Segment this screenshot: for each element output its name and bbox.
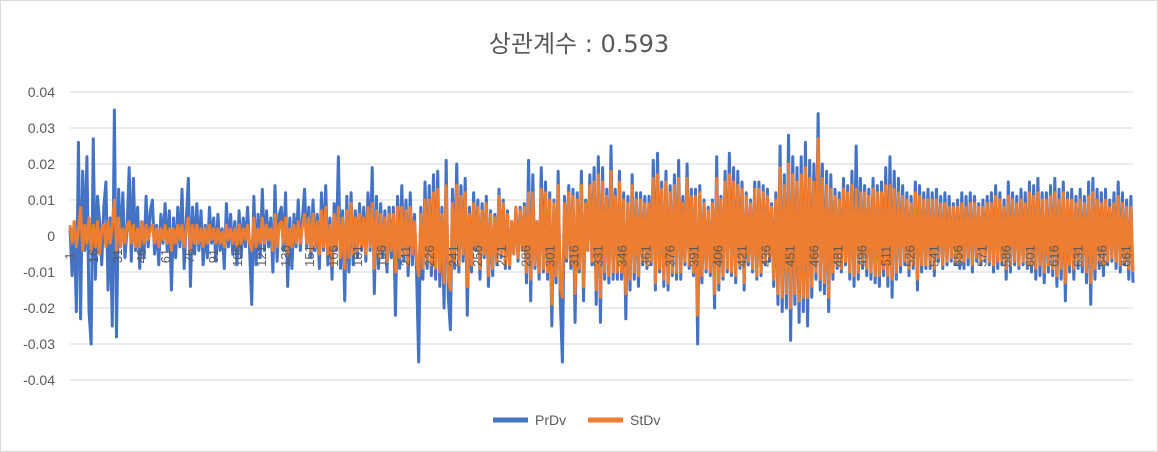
x-tick-label: 136 — [278, 245, 293, 267]
x-tick-label: 121 — [254, 245, 269, 267]
x-tick-label: 511 — [878, 246, 893, 267]
x-tick-label: 256 — [470, 245, 485, 267]
x-tick-label: 331 — [590, 245, 605, 267]
x-tick-label: 31 — [110, 249, 125, 263]
x-tick-label: 271 — [494, 245, 509, 267]
x-tick-label: 166 — [326, 245, 341, 267]
y-tick-label: 0 — [47, 228, 55, 244]
x-tick-label: 301 — [542, 245, 557, 267]
x-tick-label: 646 — [1095, 245, 1110, 267]
x-tick-label: 1 — [62, 252, 77, 259]
x-tick-label: 451 — [782, 245, 797, 267]
x-tick-label: 61 — [158, 249, 173, 263]
x-tick-label: 631 — [1071, 245, 1086, 267]
series-line-stdv — [68, 137, 1135, 317]
x-tick-label: 586 — [999, 245, 1014, 267]
x-tick-label: 391 — [686, 245, 701, 267]
legend: PrDv StDv — [493, 412, 660, 428]
x-tick-label: 526 — [902, 245, 917, 267]
x-tick-label: 376 — [662, 245, 677, 267]
legend-label-stdv: StDv — [630, 412, 660, 428]
y-tick-label: -0.04 — [23, 372, 55, 388]
y-tick-label: 0.03 — [28, 120, 55, 136]
x-tick-label: 211 — [398, 246, 413, 267]
x-tick-label: 421 — [734, 245, 749, 267]
x-tick-label: 316 — [566, 245, 581, 267]
x-tick-label: 466 — [806, 245, 821, 267]
x-tick-label: 46 — [134, 249, 149, 263]
y-tick-label: -0.01 — [23, 264, 55, 280]
x-tick-label: 91 — [206, 249, 221, 263]
series-lines — [68, 108, 1135, 364]
y-tick-label: -0.03 — [23, 336, 55, 352]
x-tick-label: 601 — [1023, 245, 1038, 267]
x-tick-label: 346 — [614, 245, 629, 267]
x-axis-tick-labels: 1 16 31 46 61 76 91 106 121 136 151 166 181 196 211 226… — [62, 245, 1134, 267]
x-tick-label: 196 — [374, 245, 389, 267]
legend-label-prdv: PrDv — [535, 412, 566, 428]
y-tick-label: 0.02 — [28, 156, 55, 172]
x-tick-label: 361 — [638, 245, 653, 267]
x-tick-label: 181 — [350, 245, 365, 267]
y-axis-tick-labels: 0.04 0.03 0.02 0.01 0 -0.01 -0.02 -0.03 -0.04 — [23, 84, 55, 388]
x-tick-label: 616 — [1047, 245, 1062, 267]
x-tick-label: 661 — [1119, 245, 1134, 267]
x-tick-label: 541 — [926, 245, 941, 267]
y-tick-label: 0.01 — [28, 192, 55, 208]
x-tick-label: 571 — [975, 245, 990, 267]
x-tick-label: 556 — [951, 245, 966, 267]
x-tick-label: 286 — [518, 245, 533, 267]
chart-title: 상관계수 : 0.593 — [488, 30, 670, 58]
x-tick-label: 496 — [854, 245, 869, 267]
x-tick-label: 76 — [182, 249, 197, 263]
x-tick-label: 241 — [446, 245, 461, 267]
y-tick-label: -0.02 — [23, 300, 55, 316]
y-tick-label: 0.04 — [28, 84, 55, 100]
x-tick-label: 151 — [302, 245, 317, 267]
x-tick-label: 481 — [830, 245, 845, 267]
x-tick-label: 226 — [422, 245, 437, 267]
x-tick-label: 436 — [758, 245, 773, 267]
x-tick-label: 16 — [86, 249, 101, 263]
x-tick-label: 406 — [710, 245, 725, 267]
x-tick-label: 106 — [230, 245, 245, 267]
